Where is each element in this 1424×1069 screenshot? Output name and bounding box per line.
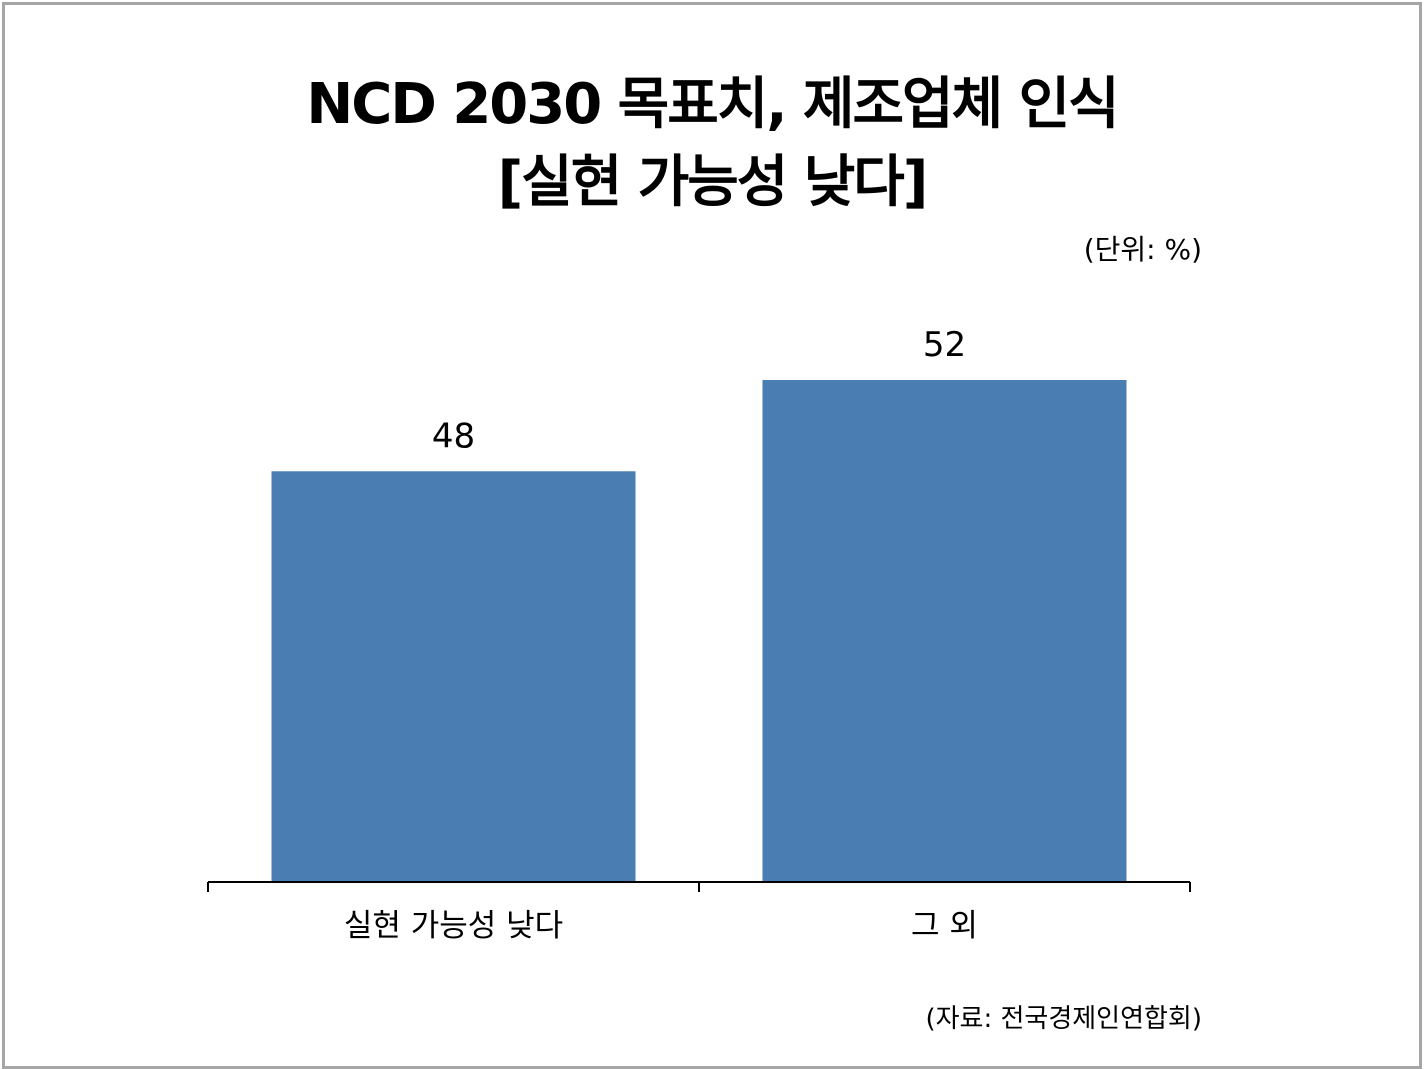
chart-title: NCD 2030 목표치, 제조업체 인식 [306, 72, 1119, 137]
bar-2 [762, 380, 1127, 882]
source-label: (자료: 전국경제인연합회) [925, 1004, 1202, 1034]
category-label-1: 실현 가능성 낮다 [344, 908, 563, 944]
bar-1 [271, 471, 636, 882]
unit-label: (단위: %) [1083, 233, 1202, 266]
x-axis: 실현 가능성 낮다 그 외 [207, 881, 1191, 944]
data-label-2: 52 [923, 325, 966, 365]
category-label-2: 그 외 [911, 908, 978, 944]
data-label-1: 48 [432, 416, 475, 456]
chart-subtitle: [실현 가능성 낮다] [497, 150, 929, 215]
bars-group: 48 52 [271, 325, 1127, 882]
